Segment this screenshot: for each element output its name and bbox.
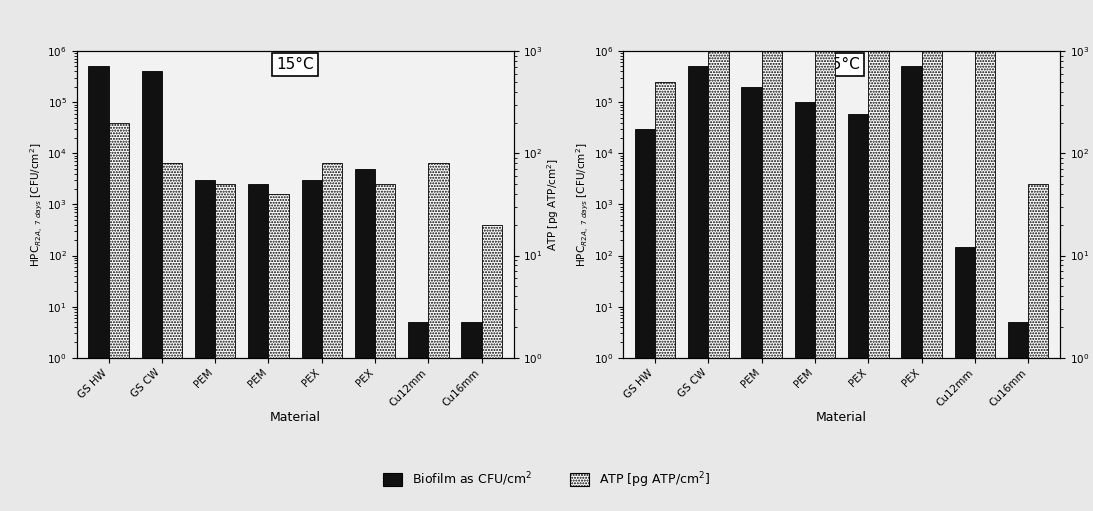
Bar bbox=[655, 82, 675, 511]
Bar bbox=[142, 72, 162, 511]
X-axis label: Material: Material bbox=[816, 411, 867, 424]
Y-axis label: HPC$_{R2A,\ 7\ days}$ [CFU/cm$^2$]: HPC$_{R2A,\ 7\ days}$ [CFU/cm$^2$] bbox=[575, 142, 591, 267]
Bar bbox=[848, 113, 868, 511]
Bar bbox=[482, 225, 502, 511]
Bar bbox=[741, 87, 762, 511]
Bar bbox=[461, 322, 482, 511]
Bar bbox=[762, 0, 781, 511]
Bar bbox=[428, 163, 448, 511]
Bar bbox=[355, 169, 375, 511]
Bar bbox=[954, 246, 975, 511]
Bar bbox=[1008, 322, 1029, 511]
Y-axis label: ATP [pg ATP/cm$^2$]: ATP [pg ATP/cm$^2$] bbox=[545, 158, 562, 251]
X-axis label: Material: Material bbox=[270, 411, 320, 424]
Bar bbox=[635, 129, 655, 511]
Bar bbox=[195, 180, 215, 511]
Bar bbox=[375, 184, 396, 511]
Text: 35°C: 35°C bbox=[823, 57, 860, 72]
Bar bbox=[868, 0, 889, 511]
Bar bbox=[815, 0, 835, 511]
Bar bbox=[302, 180, 321, 511]
Bar bbox=[921, 0, 942, 511]
Bar bbox=[215, 184, 235, 511]
Bar bbox=[321, 163, 342, 511]
Text: 15°C: 15°C bbox=[277, 57, 314, 72]
Bar bbox=[902, 66, 921, 511]
Y-axis label: HPC$_{R2A,\ 7\ days}$ [CFU/cm$^2$]: HPC$_{R2A,\ 7\ days}$ [CFU/cm$^2$] bbox=[28, 142, 45, 267]
Legend: Biofilm as CFU/cm$^2$, ATP [pg ATP/cm$^2$]: Biofilm as CFU/cm$^2$, ATP [pg ATP/cm$^2… bbox=[378, 465, 715, 495]
Bar bbox=[108, 123, 129, 511]
Bar bbox=[975, 33, 995, 511]
Bar bbox=[1029, 184, 1048, 511]
Bar bbox=[408, 322, 428, 511]
Bar bbox=[162, 163, 183, 511]
Bar bbox=[269, 194, 289, 511]
Bar bbox=[708, 0, 729, 511]
Bar bbox=[248, 184, 269, 511]
Bar bbox=[689, 66, 708, 511]
Bar bbox=[89, 66, 108, 511]
Bar bbox=[795, 102, 815, 511]
